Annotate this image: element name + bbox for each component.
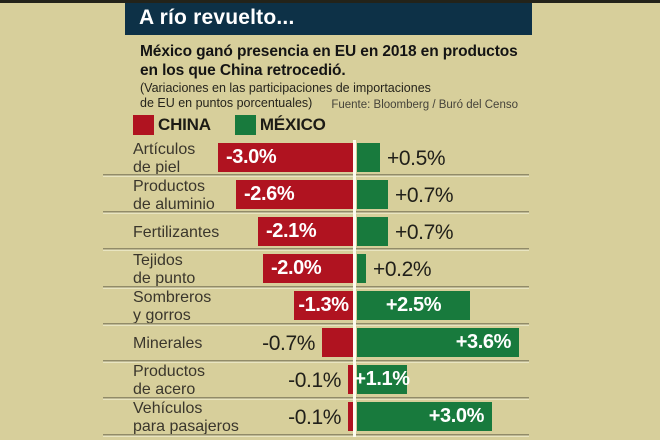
- legend-item-china: CHINA: [133, 115, 211, 135]
- chart-row: Tejidos de punto -2.0% +0.2%: [0, 251, 660, 289]
- mexico-bar: +1.1%: [354, 365, 410, 395]
- category-label: Productos de aluminio: [133, 177, 215, 213]
- china-bar: [348, 365, 353, 395]
- mexico-value: +3.0%: [428, 405, 485, 428]
- china-value: -0.1%: [288, 406, 341, 430]
- chart-row: Sombreros y gorros -1.3% +2.5%: [0, 289, 660, 326]
- row-separator: [103, 248, 529, 252]
- mexico-bar: [357, 253, 366, 283]
- legend-label-mexico: MÉXICO: [259, 115, 326, 134]
- top-border: [0, 0, 660, 3]
- row-separator: [103, 285, 529, 289]
- china-value: -2.0%: [271, 256, 322, 279]
- china-value: -2.1%: [266, 219, 317, 242]
- chart-row: Artículos de piel -3.0% +0.5%: [0, 140, 660, 178]
- source-credit: Fuente: Bloomberg / Buró del Censo: [331, 99, 518, 111]
- row-separator: [103, 174, 529, 178]
- row-separator: [103, 434, 529, 438]
- china-value: -3.0%: [226, 145, 277, 168]
- chart-row: Fertilizantes -2.1% +0.7%: [0, 214, 660, 252]
- mexico-value: +3.6%: [455, 331, 512, 354]
- legend-item-mexico: MÉXICO: [234, 115, 326, 135]
- chart-row: Productos de acero -0.1% +1.1%: [0, 363, 660, 400]
- row-separator: [103, 359, 529, 363]
- china-value: -2.6%: [244, 182, 295, 205]
- mexico-bar: [357, 216, 388, 246]
- chart-row: Vehículos para pasajeros -0.1% +3.0%: [0, 400, 660, 438]
- header-bar: A río revuelto...: [125, 3, 532, 35]
- mexico-value: +0.7%: [395, 220, 454, 244]
- category-label: Tejidos de punto: [133, 251, 196, 287]
- china-bar: -1.3%: [294, 291, 353, 320]
- chart-note: (Variaciones en las participaciones de i…: [140, 81, 431, 110]
- china-bar: [322, 328, 353, 358]
- china-bar: -2.6%: [236, 179, 353, 209]
- mexico-bar: +3.6%: [357, 328, 519, 358]
- china-color-swatch: [133, 115, 154, 135]
- mexico-bar: +3.0%: [357, 402, 492, 432]
- mexico-bar: +2.5%: [357, 291, 470, 320]
- row-separator: [103, 211, 529, 215]
- mexico-value: +2.5%: [385, 294, 442, 316]
- china-bar: [348, 402, 353, 432]
- chart-row: Minerales -0.7% +3.6%: [0, 326, 660, 363]
- china-bar: -2.0%: [263, 253, 353, 283]
- china-value: -1.3%: [298, 294, 349, 316]
- category-label: Sombreros y gorros: [133, 289, 212, 324]
- mexico-bar: [357, 142, 380, 172]
- china-value: -0.1%: [288, 369, 341, 393]
- china-bar: -2.1%: [258, 216, 353, 246]
- chart-subtitle: México ganó presencia en EU en 2018 en p…: [140, 43, 518, 79]
- mexico-color-swatch: [234, 115, 256, 135]
- mexico-value: +0.5%: [387, 146, 446, 170]
- legend-label-china: CHINA: [158, 115, 211, 134]
- mexico-value: +0.7%: [395, 183, 454, 207]
- mexico-value: +1.1%: [354, 368, 410, 391]
- row-separator: [103, 396, 529, 400]
- page-title: A río revuelto...: [139, 6, 295, 29]
- category-label: Vehículos para pasajeros: [133, 400, 239, 436]
- chart-row: Productos de aluminio -2.6% +0.7%: [0, 177, 660, 215]
- zero-axis-line: [353, 140, 356, 437]
- category-label: Artículos de piel: [133, 140, 196, 176]
- mexico-bar: [357, 179, 388, 209]
- row-separator: [103, 322, 529, 326]
- category-label: Productos de acero: [133, 363, 206, 399]
- legend: CHINA MÉXICO: [133, 114, 326, 136]
- category-label: Minerales: [133, 335, 203, 353]
- china-value: -0.7%: [262, 332, 315, 356]
- china-bar: -3.0%: [218, 142, 353, 172]
- category-label: Fertilizantes: [133, 223, 220, 241]
- mexico-value: +0.2%: [373, 257, 432, 281]
